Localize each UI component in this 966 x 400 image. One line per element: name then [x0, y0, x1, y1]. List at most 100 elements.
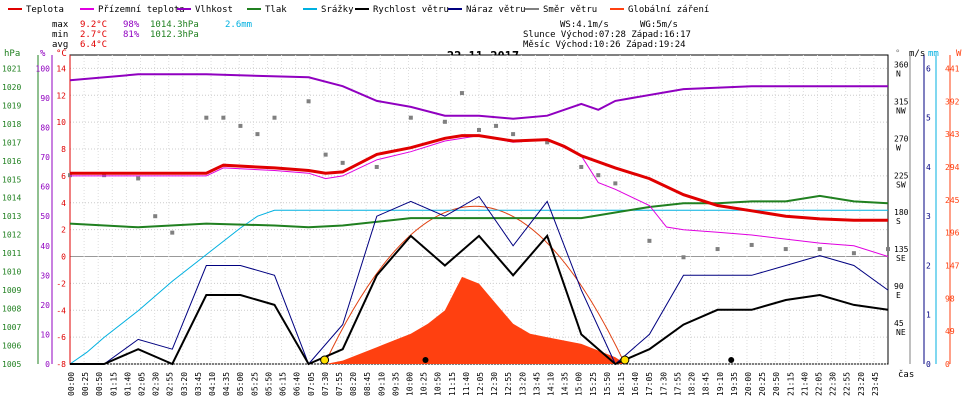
tick-label-pct: 0 [45, 360, 50, 369]
tick-label-time: 06:15 [279, 372, 288, 396]
tick-label-ms: 6 [926, 64, 931, 73]
tick-label-hpa: 1016 [2, 157, 21, 166]
moonset-marker [728, 357, 735, 363]
series-line-teplota [70, 134, 888, 222]
tick-label-hpa: 1005 [2, 360, 21, 369]
tick-label-ms: 5 [926, 114, 931, 123]
tick-label-time: 12:05 [476, 372, 485, 396]
tick-label-degc: -4 [56, 306, 66, 315]
wind-direction-point [102, 173, 107, 178]
wind-direction-point [715, 247, 720, 252]
tick-label-hpa: 1017 [2, 138, 21, 147]
tick-label-hpa: 1013 [2, 212, 21, 221]
tick-label-w: 196 [945, 229, 960, 238]
tick-label-time: 09:35 [391, 372, 400, 396]
tick-label-time: 22:30 [829, 372, 838, 396]
axis-label-time: čas [898, 369, 914, 380]
tick-label-time: 01:40 [123, 372, 132, 396]
tick-label-time: 10:25 [420, 372, 429, 396]
series-line-sr-ky [69, 209, 888, 365]
tick-label-pct: 60 [40, 183, 50, 192]
axis-label-hpa: hPa [4, 49, 20, 59]
tick-label-hpa: 1019 [2, 101, 21, 110]
tick-label-dir-name: NW [896, 106, 906, 115]
wind-direction-point [68, 173, 72, 178]
tick-label-ms: 1 [926, 311, 931, 320]
series-line-n-raz-v-tru [70, 195, 889, 365]
tick-label-hpa: 1014 [2, 194, 21, 203]
tick-label-time: 10:50 [434, 372, 443, 396]
sunset-marker [620, 355, 630, 365]
wind-direction-point [459, 91, 464, 96]
tick-label-time: 04:10 [208, 372, 217, 396]
stat-rain: 2.6mm [225, 20, 252, 30]
tick-label-time: 03:45 [194, 372, 203, 396]
tick-label-w: 98 [945, 294, 955, 303]
tick-label-time: 12:55 [504, 372, 513, 396]
tick-label-time: 20:00 [744, 372, 753, 396]
tick-label-time: 17:30 [659, 372, 668, 396]
series-line-rychlost-v-tru [70, 233, 889, 366]
tick-label-time: 22:55 [843, 372, 852, 396]
tick-label-time: 05:25 [250, 372, 259, 396]
axis-label-w: W [956, 49, 962, 59]
tick-label-pct: 50 [40, 212, 50, 221]
tick-label-dir-name: SE [896, 254, 906, 263]
tick-label-hpa: 1006 [2, 342, 21, 351]
stat-press-max: 1014.3hPa [150, 20, 199, 30]
wind-direction-point [323, 152, 328, 157]
tick-label-hpa: 1015 [2, 175, 21, 184]
tick-label-time: 13:20 [518, 372, 527, 396]
tick-label-hpa: 1018 [2, 120, 21, 129]
legend-label: Náraz větru [466, 5, 526, 15]
tick-label-time: 21:40 [800, 372, 809, 396]
tick-label-degc: 12 [56, 91, 66, 100]
wind-direction-point [511, 132, 516, 137]
tick-label-dir-name: N [896, 69, 901, 78]
tick-label-degc: 0 [61, 253, 66, 262]
axis-label-dir: ° [895, 49, 900, 59]
tick-label-time: 11:40 [462, 372, 471, 396]
legend-label: Vlhkost [195, 5, 233, 15]
info-moon: Měsíc Východ:10:26 Západ:19:24 [523, 40, 686, 50]
stat-hum-min: 81% [123, 30, 140, 40]
series-line-vlhkost [69, 73, 888, 120]
legend-label: Srážky [321, 5, 354, 15]
tick-label-time: 19:10 [716, 372, 725, 396]
tick-label-time: 16:40 [631, 372, 640, 396]
wind-direction-point [204, 115, 209, 120]
wind-direction-point [749, 242, 754, 247]
tick-label-time: 23:45 [871, 372, 880, 396]
tick-label-time: 14:10 [547, 372, 556, 396]
wind-direction-point [545, 140, 550, 145]
stat-label: max [52, 20, 69, 30]
legend-label: Přízemní teplota [98, 5, 185, 15]
tick-label-pct: 10 [40, 330, 50, 339]
wind-direction-point [136, 176, 141, 181]
tick-label-dir: 315 [894, 97, 909, 106]
tick-label-degc: -6 [56, 333, 66, 342]
legend-label: Tlak [265, 5, 287, 15]
wind-direction-point [783, 247, 788, 252]
wind-direction-point [408, 115, 413, 120]
wind-direction-point [170, 230, 175, 235]
tick-label-time: 20:25 [758, 372, 767, 396]
sunrise-marker [320, 355, 330, 365]
wind-direction-point [340, 160, 345, 165]
tick-label-w: 343 [945, 130, 960, 139]
tick-label-ms: 4 [926, 163, 931, 172]
tick-label-w: 49 [945, 327, 955, 336]
tick-label-time: 15:50 [603, 372, 612, 396]
tick-label-time: 13:45 [532, 372, 541, 396]
tick-label-pct: 30 [40, 271, 50, 280]
stat-hum-max: 98% [123, 20, 140, 30]
wind-direction-point [477, 128, 481, 133]
tick-label-time: 05:50 [264, 372, 273, 396]
tick-label-ms: 0 [926, 360, 931, 369]
wind-direction-point [647, 238, 652, 243]
tick-label-time: 00:00 [67, 372, 76, 396]
tick-label-dir-name: SW [896, 180, 906, 189]
tick-label-time: 00:25 [81, 372, 90, 396]
